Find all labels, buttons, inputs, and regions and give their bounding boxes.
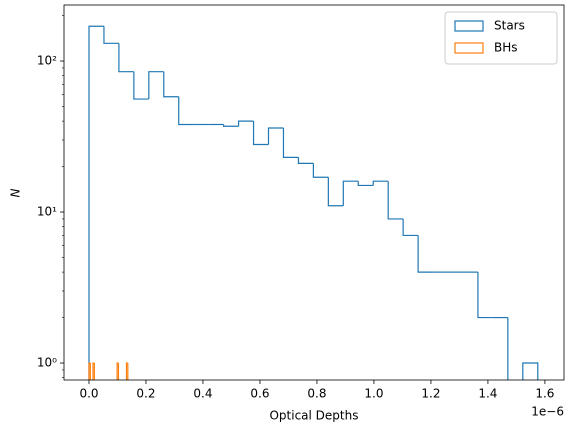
histogram-step <box>522 362 539 380</box>
x-tick-label: 0.0 <box>79 387 98 401</box>
histogram-step <box>93 363 95 380</box>
plot-area <box>88 25 539 380</box>
x-axis-label: Optical Depths <box>269 409 358 423</box>
histogram-step <box>178 96 194 126</box>
legend-label: Stars <box>494 19 525 33</box>
legend-swatch <box>454 42 484 54</box>
histogram-step <box>89 363 91 380</box>
histogram-step <box>92 362 95 380</box>
histogram-step <box>507 317 509 380</box>
legend-label: BHs <box>494 41 518 55</box>
x-tick-label: 0.2 <box>136 387 155 401</box>
x-tick-label: 0.4 <box>193 387 212 401</box>
histogram-step <box>252 121 269 146</box>
histogram-step <box>88 362 91 380</box>
x-tick-label: 0.6 <box>250 387 269 401</box>
x-tick-label: 1.4 <box>478 387 497 401</box>
histogram-step <box>125 362 128 380</box>
legend-box <box>444 11 558 65</box>
histogram-step <box>133 71 149 100</box>
histogram-step <box>477 272 493 319</box>
histogram-step <box>357 181 374 187</box>
histogram-step <box>118 43 134 73</box>
axes-frame <box>63 4 565 381</box>
histogram-step <box>417 235 434 273</box>
histogram-step <box>223 124 239 127</box>
histogram-step <box>402 218 419 237</box>
histogram-step <box>327 177 344 207</box>
y-tick-label: 10² <box>37 54 57 68</box>
histogram-step <box>282 128 299 159</box>
histogram-step <box>127 363 129 380</box>
x-offset-label: 1e−6 <box>531 405 564 419</box>
x-tick-label: 1.0 <box>364 387 383 401</box>
histogram-step <box>312 163 329 178</box>
x-tick-label: 0.8 <box>307 387 326 401</box>
histogram-step <box>267 127 284 145</box>
histogram-step <box>237 120 254 127</box>
histogram-step <box>148 71 164 100</box>
x-tick-label: 1.2 <box>421 387 440 401</box>
histogram-step <box>387 181 404 220</box>
histogram-step <box>117 363 120 380</box>
x-tick-label: 1.6 <box>535 387 554 401</box>
legend-swatch <box>454 20 484 32</box>
y-tick-label: 10⁰ <box>37 356 57 370</box>
histogram-step <box>88 25 104 380</box>
histogram-step <box>103 26 119 44</box>
y-tick-label: 10¹ <box>37 205 57 219</box>
histogram-step <box>116 362 119 380</box>
histogram-step <box>297 157 314 164</box>
histogram-step <box>372 180 389 186</box>
histogram-step <box>163 71 179 98</box>
y-axis-label: N <box>9 188 23 197</box>
histogram-step <box>342 180 359 206</box>
